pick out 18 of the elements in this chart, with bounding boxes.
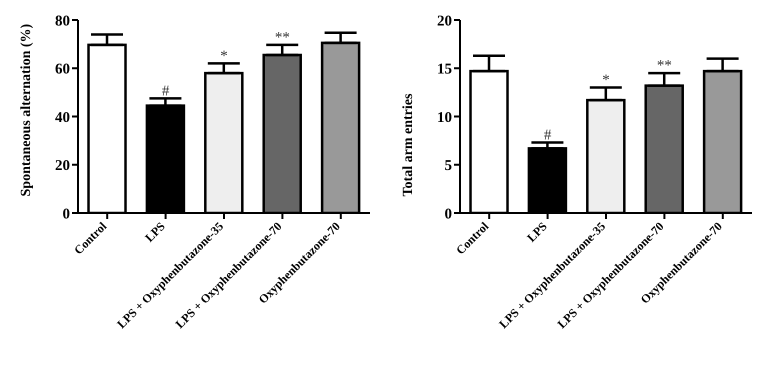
annotation: * bbox=[220, 48, 228, 64]
y-tick-label: 0 bbox=[62, 206, 70, 222]
y-tick-label: 60 bbox=[55, 62, 70, 78]
annotation: # bbox=[162, 83, 170, 100]
y-tick-label: 0 bbox=[444, 206, 452, 222]
y-tick-label: 10 bbox=[437, 110, 452, 126]
y-tick-label: 40 bbox=[55, 110, 70, 126]
y-tick-label: 15 bbox=[437, 62, 452, 78]
annotation: * bbox=[602, 72, 610, 89]
y-tick-label: 80 bbox=[55, 13, 70, 30]
y-tick-label: 20 bbox=[437, 13, 452, 30]
y-axis-title: Total arm entries bbox=[400, 93, 416, 196]
annotation: ** bbox=[274, 30, 290, 46]
y-tick-label: 5 bbox=[444, 158, 452, 174]
annotation: # bbox=[544, 128, 552, 144]
y-tick-label: 20 bbox=[55, 158, 70, 174]
annotation: ** bbox=[656, 58, 672, 74]
y-axis-title: Spontaneous alternation (%) bbox=[18, 23, 34, 196]
